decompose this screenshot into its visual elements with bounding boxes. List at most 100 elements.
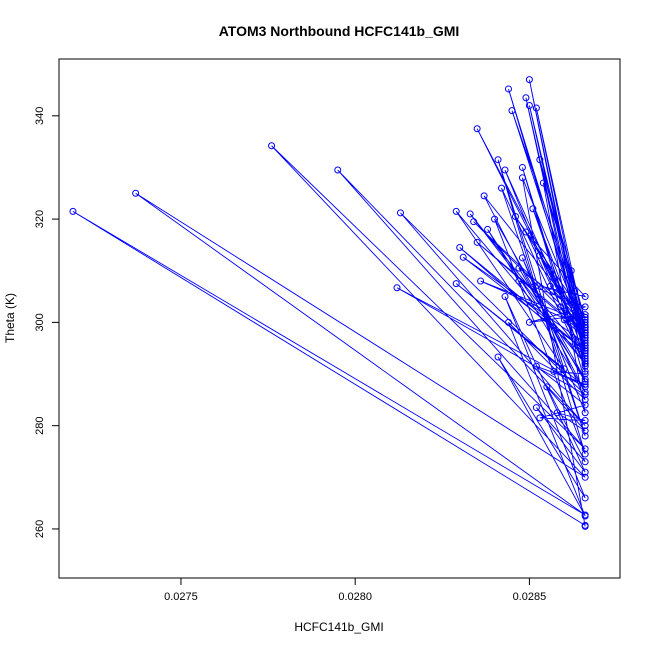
data-point	[529, 205, 537, 213]
data-point	[581, 321, 589, 329]
y-tick-label: 340	[34, 107, 46, 125]
data-point	[268, 142, 276, 150]
data-point	[532, 404, 540, 412]
data-point	[508, 107, 516, 115]
data-point	[546, 282, 554, 290]
data-point	[560, 365, 568, 373]
data-point	[581, 396, 589, 404]
series-line	[72, 79, 587, 527]
data-point	[473, 238, 481, 246]
data-point	[581, 303, 589, 311]
data-point	[511, 213, 519, 221]
data-point	[581, 311, 589, 319]
data-point	[581, 349, 589, 357]
data-point	[581, 331, 589, 339]
data-point	[581, 336, 589, 344]
data-point	[522, 94, 530, 102]
data-point	[581, 458, 589, 466]
data-point	[452, 280, 460, 288]
data-point	[470, 218, 478, 226]
y-tick-label: 320	[34, 210, 46, 228]
x-axis: 0.0275 0.0280 0.0285	[164, 578, 546, 603]
data-point	[518, 174, 526, 182]
data-point	[581, 380, 589, 388]
data-point	[581, 416, 589, 424]
data-point	[525, 76, 533, 84]
data-point	[581, 422, 589, 430]
y-tick-label: 260	[34, 520, 46, 538]
data-point	[466, 210, 474, 218]
data-point	[480, 192, 488, 200]
data-point	[581, 355, 589, 363]
data-point	[477, 277, 485, 285]
data-point	[473, 125, 481, 133]
data-point	[484, 225, 492, 233]
data-point	[560, 316, 568, 324]
data-point	[581, 352, 589, 360]
x-axis-label: HCFC141b_GMI	[294, 620, 383, 634]
data-point	[567, 267, 575, 275]
data-point	[334, 166, 342, 174]
data-point	[581, 367, 589, 375]
data-point	[501, 166, 509, 174]
data-point	[581, 313, 589, 321]
data-point	[581, 375, 589, 383]
data-point	[491, 215, 499, 223]
data-point	[581, 344, 589, 352]
data-point	[581, 494, 589, 502]
data-point	[581, 450, 589, 458]
data-point	[525, 318, 533, 326]
data-point	[501, 293, 509, 301]
data-point	[581, 329, 589, 337]
data-point	[532, 362, 540, 370]
data-point	[581, 473, 589, 481]
x-tick-label: 0.0280	[338, 591, 372, 603]
data-point	[581, 409, 589, 417]
data-point	[505, 85, 512, 93]
data-point	[498, 184, 506, 192]
data-point	[581, 357, 589, 365]
data-point	[581, 316, 589, 324]
data-point	[581, 370, 589, 378]
data-point	[452, 207, 460, 215]
data-point	[581, 383, 589, 391]
data-point	[581, 318, 589, 326]
data-point	[581, 342, 589, 350]
data-point	[459, 253, 467, 261]
data-point	[581, 522, 589, 530]
data-point	[539, 179, 547, 187]
data-point	[525, 101, 533, 109]
data-point	[581, 391, 589, 399]
series-layer	[69, 76, 589, 530]
data-point	[571, 287, 579, 295]
data-point	[581, 468, 589, 476]
data-point	[581, 324, 589, 332]
data-point	[522, 228, 530, 236]
data-point	[581, 334, 589, 342]
data-point	[581, 427, 589, 435]
data-point	[581, 401, 589, 409]
data-point	[581, 388, 589, 396]
chart-title: ATOM3 Northbound HCFC141b_GMI	[219, 23, 460, 39]
data-point	[581, 445, 589, 453]
data-point	[581, 360, 589, 368]
data-point	[581, 339, 589, 347]
data-point	[518, 254, 526, 262]
data-point	[557, 303, 565, 311]
data-point	[581, 326, 589, 334]
y-axis-label: Theta (K)	[3, 293, 17, 343]
data-point	[536, 414, 544, 422]
data-point	[581, 432, 589, 440]
data-point	[581, 362, 589, 370]
data-point	[581, 378, 589, 386]
data-point	[543, 383, 551, 391]
data-point	[536, 156, 544, 164]
data-point	[581, 347, 589, 355]
x-tick-label: 0.0275	[164, 591, 198, 603]
data-point	[396, 209, 404, 217]
x-tick-label: 0.0285	[513, 591, 547, 603]
data-point	[553, 409, 561, 417]
data-point	[518, 163, 526, 171]
